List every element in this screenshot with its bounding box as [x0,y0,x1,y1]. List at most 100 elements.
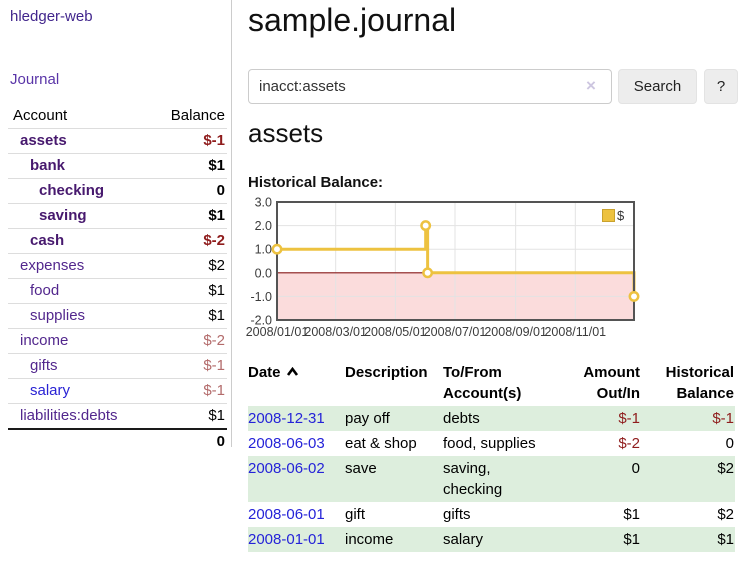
description-column-header: Description [345,364,428,381]
table-row: 2008-06-03 eat & shop food, supplies $-2 0 [248,431,735,456]
account-row: salary $-1 [8,378,227,404]
chart-title: Historical Balance: [248,174,384,191]
date-column-header: Date [248,360,345,406]
description-cell: save [345,460,377,477]
transaction-date-link[interactable]: 2008-01-01 [248,531,325,548]
search-button[interactable]: Search [618,69,697,104]
register-table: Date Description To/From Account(s) Amou… [248,360,735,552]
sidebar-account-link[interactable]: liabilities:debts [20,407,118,424]
account-balance: $1 [149,153,227,179]
description-cell: eat & shop [345,435,417,452]
transaction-date-link[interactable]: 2008-06-02 [248,460,325,477]
accounts-column-header: To/From Account(s) [443,364,522,402]
accounts-cell: salary [443,531,484,548]
amount-cell: 0 [631,460,640,477]
account-balance: $-1 [149,353,227,379]
account-balance: $-1 [149,378,227,404]
sidebar-account-link[interactable]: cash [30,232,65,249]
sidebar-account-link[interactable]: gifts [30,357,58,374]
svg-text:2008/11/01: 2008/11/01 [544,325,606,339]
help-button[interactable]: ? [704,69,738,104]
sidebar-item-journal[interactable]: Journal [10,71,60,88]
account-row: cash $-2 [8,228,227,254]
chart-legend: $ [600,207,627,224]
accounts-cell: gifts [443,506,471,523]
accounts-cell: food, supplies [443,435,536,452]
svg-text:2008/09/01: 2008/09/01 [484,325,547,339]
balance-cell: 0 [725,435,734,452]
svg-text:2008/05/01: 2008/05/01 [364,325,427,339]
account-row: expenses $2 [8,253,227,279]
accounts-total-value: 0 [149,428,227,454]
account-row: saving $1 [8,203,227,229]
accounts-table-body: assets $-1 bank $1 checking 0 saving $1 cash $-2 e… [8,128,227,430]
accounts-table-header-row: Account Balance [8,104,227,129]
balance-cell: $1 [717,531,734,548]
register-table-body: 2008-12-31 pay off debts $-1 $-1 2008-06-03 ea… [248,406,735,552]
legend-label: $ [617,208,625,223]
table-row: 2008-06-01 gift gifts $1 $2 [248,502,735,527]
account-balance: $-2 [149,328,227,354]
clear-search-icon[interactable]: × [586,76,596,95]
balance-cell: $2 [717,460,734,477]
table-row: 2008-01-01 income salary $1 $1 [248,527,735,552]
description-cell: pay off [345,410,390,427]
sidebar-account-link[interactable]: supplies [30,307,86,324]
sidebar-account-link[interactable]: food [30,282,60,299]
sidebar-account-link[interactable]: salary [30,382,71,399]
account-row: checking 0 [8,178,227,204]
svg-text:2008/07/01: 2008/07/01 [424,325,487,339]
sidebar: hledger-web Journal Account Balance asse… [0,0,232,454]
transaction-date-link[interactable]: 2008-12-31 [248,410,325,427]
transaction-date-link[interactable]: 2008-06-01 [248,506,325,523]
sidebar-account-link[interactable]: expenses [20,257,85,274]
sidebar-account-link[interactable]: saving [39,207,87,224]
balance-column-header-main: Historical Balance [665,364,734,402]
transaction-date-link[interactable]: 2008-06-03 [248,435,325,452]
app-brand-link[interactable]: hledger-web [10,8,93,25]
account-row: gifts $-1 [8,353,227,379]
account-row: supplies $1 [8,303,227,329]
svg-text:-1.0: -1.0 [250,290,272,304]
account-balance: $-2 [149,228,227,254]
account-balance: $1 [149,278,227,304]
balance-cell: $-1 [712,410,734,427]
accounts-total-row: 0 [8,428,227,454]
svg-text:-2.0: -2.0 [250,314,272,328]
sidebar-account-link[interactable]: checking [39,182,105,199]
accounts-cell: debts [443,410,480,427]
register-header-row: Date Description To/From Account(s) Amou… [248,360,735,406]
page-title: sample.journal [248,2,457,38]
accounts-total-spacer [8,428,150,454]
account-balance: $1 [149,303,227,329]
svg-text:0.0: 0.0 [255,266,272,280]
sidebar-account-link[interactable]: assets [20,132,67,149]
description-cell: gift [345,506,366,523]
amount-cell: $-1 [618,410,640,427]
description-cell: income [345,531,394,548]
account-column-header: Account [8,104,150,129]
svg-text:1.0: 1.0 [255,243,272,257]
sort-ascending-icon [286,362,299,383]
account-row: bank $1 [8,153,227,179]
amount-cell: $1 [623,506,640,523]
amount-cell: $1 [623,531,640,548]
svg-text:3.0: 3.0 [255,196,272,210]
amount-cell: $-2 [618,435,640,452]
account-row: liabilities:debts $1 [8,403,227,430]
account-balance: 0 [149,178,227,204]
account-row: income $-2 [8,328,227,354]
historical-balance-chart[interactable]: 3.0 2.0 1.0 0.0 -1.0 -2.0 2008/01/01 2008/03/01… [246,196,668,344]
legend-swatch-icon [602,209,615,222]
accounts-table: Account Balance assets $-1 bank $1 checking 0… [8,104,227,454]
balance-cell: $2 [717,506,734,523]
table-row: 2008-12-31 pay off debts $-1 $-1 [248,406,735,431]
sidebar-account-link[interactable]: bank [30,157,66,174]
account-balance: $-1 [149,128,227,154]
search-input[interactable] [248,69,612,104]
search-form: × Search ? [248,69,742,104]
sidebar-account-link[interactable]: income [20,332,69,349]
account-heading: assets [248,118,324,148]
svg-text:2008/01/01: 2008/01/01 [246,325,309,339]
